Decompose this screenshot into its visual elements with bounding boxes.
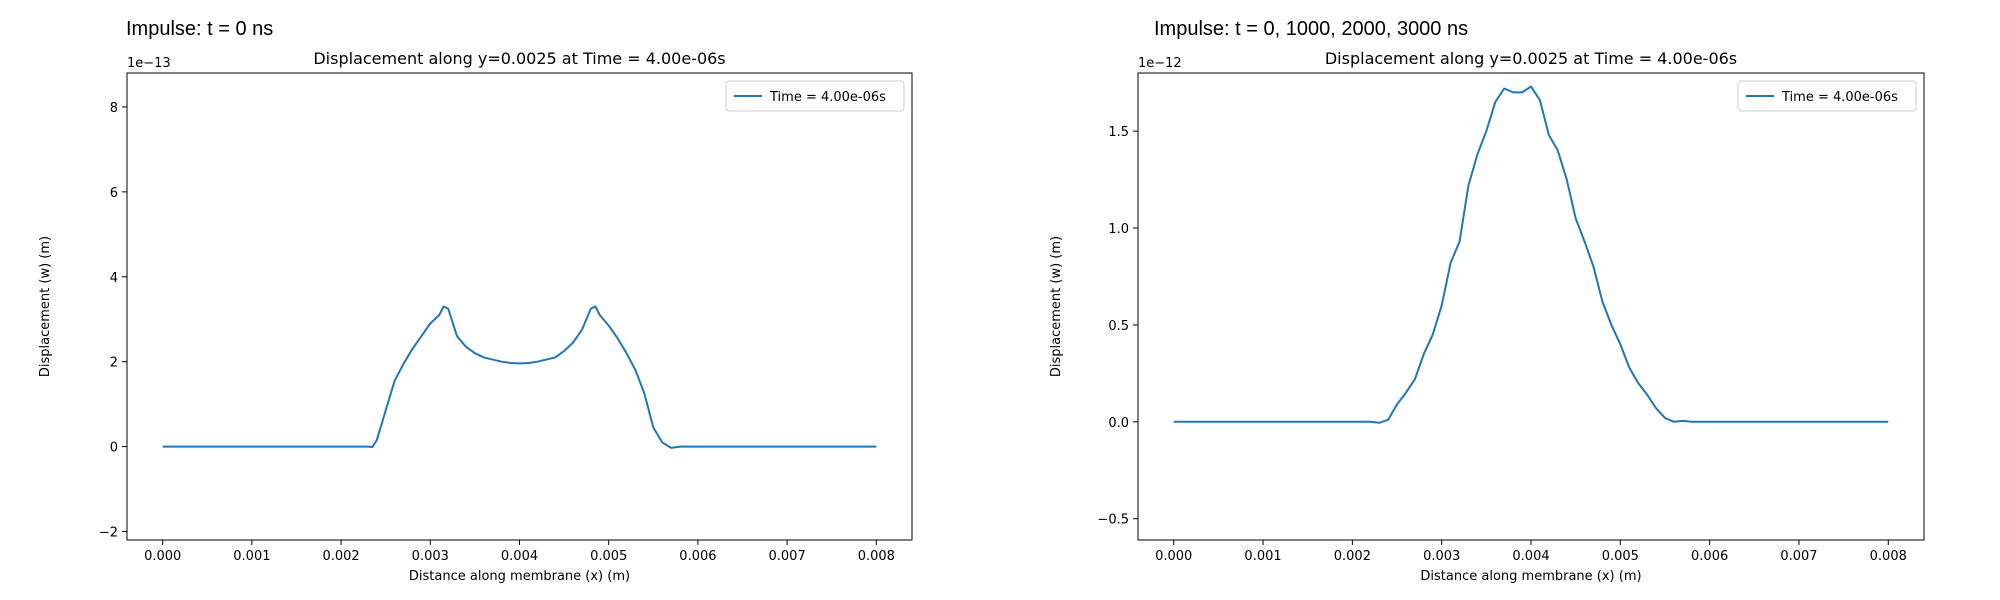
series-line <box>1173 85 1889 424</box>
legend-label: Time = 4.00e-06s <box>769 90 886 105</box>
x-tick-label: 0.000 <box>1155 549 1192 564</box>
panel-heading: Impulse: t = 0 ns <box>126 18 274 40</box>
y-offset-text: 1e−13 <box>127 56 171 71</box>
x-tick-label: 0.005 <box>590 549 627 564</box>
x-tick-label: 0.004 <box>501 549 538 564</box>
x-tick-label: 0.002 <box>1334 549 1371 564</box>
y-axis-label: Displacement (w) (m) <box>1049 236 1064 377</box>
x-tick-label: 0.007 <box>1780 549 1817 564</box>
legend-label: Time = 4.00e-06s <box>1781 90 1898 105</box>
x-tick-label: 0.008 <box>858 549 895 564</box>
y-tick-label: 1.5 <box>1108 125 1129 140</box>
x-tick-label: 0.003 <box>1423 549 1460 564</box>
y-tick-label: −0.5 <box>1097 513 1129 528</box>
y-tick-label: 8 <box>110 101 118 116</box>
x-axis-label: Distance along membrane (x) (m) <box>1420 569 1641 584</box>
x-tick-label: 0.002 <box>322 549 359 564</box>
y-tick-label: 6 <box>110 186 118 201</box>
y-axis-label: Displacement (w) (m) <box>38 236 53 377</box>
x-tick-label: 0.001 <box>1244 549 1281 564</box>
chart-title: Displacement along y=0.0025 at Time = 4.… <box>1325 49 1737 68</box>
y-tick-label: 0.0 <box>1108 416 1129 431</box>
y-offset-text: 1e−12 <box>1138 56 1182 71</box>
x-tick-label: 0.003 <box>412 549 449 564</box>
x-tick-label: 0.008 <box>1870 549 1907 564</box>
plot-frame <box>126 72 913 541</box>
legend-box <box>725 80 905 112</box>
y-tick-label: 2 <box>110 356 118 371</box>
x-axis-label: Distance along membrane (x) (m) <box>409 569 630 584</box>
series-line <box>162 305 877 449</box>
y-tick-label: −2 <box>99 526 118 541</box>
panel-heading: Impulse: t = 0, 1000, 2000, 3000 ns <box>1154 18 1469 40</box>
x-tick-label: 0.006 <box>679 549 716 564</box>
chart-title: Displacement along y=0.0025 at Time = 4.… <box>313 49 725 68</box>
plot-frame <box>1137 72 1925 541</box>
chart-left: 0.000 0.001 0.002 0.003 0.004 0.005 0.006 0.007… <box>38 49 913 584</box>
y-tick-label: 0 <box>110 441 118 456</box>
y-tick-label: 1.0 <box>1108 222 1129 237</box>
x-tick-label: 0.004 <box>1512 549 1549 564</box>
legend-box <box>1737 80 1917 112</box>
x-tick-label: 0.000 <box>144 549 181 564</box>
x-tick-label: 0.001 <box>233 549 270 564</box>
chart-right: 0.000 0.001 0.002 0.003 0.004 0.005 0.006 0.007… <box>1049 49 1925 584</box>
x-tick-label: 0.007 <box>769 549 806 564</box>
y-tick-label: 0.5 <box>1108 319 1129 334</box>
y-tick-label: 4 <box>110 271 118 286</box>
x-tick-label: 0.006 <box>1691 549 1728 564</box>
x-tick-label: 0.005 <box>1602 549 1639 564</box>
